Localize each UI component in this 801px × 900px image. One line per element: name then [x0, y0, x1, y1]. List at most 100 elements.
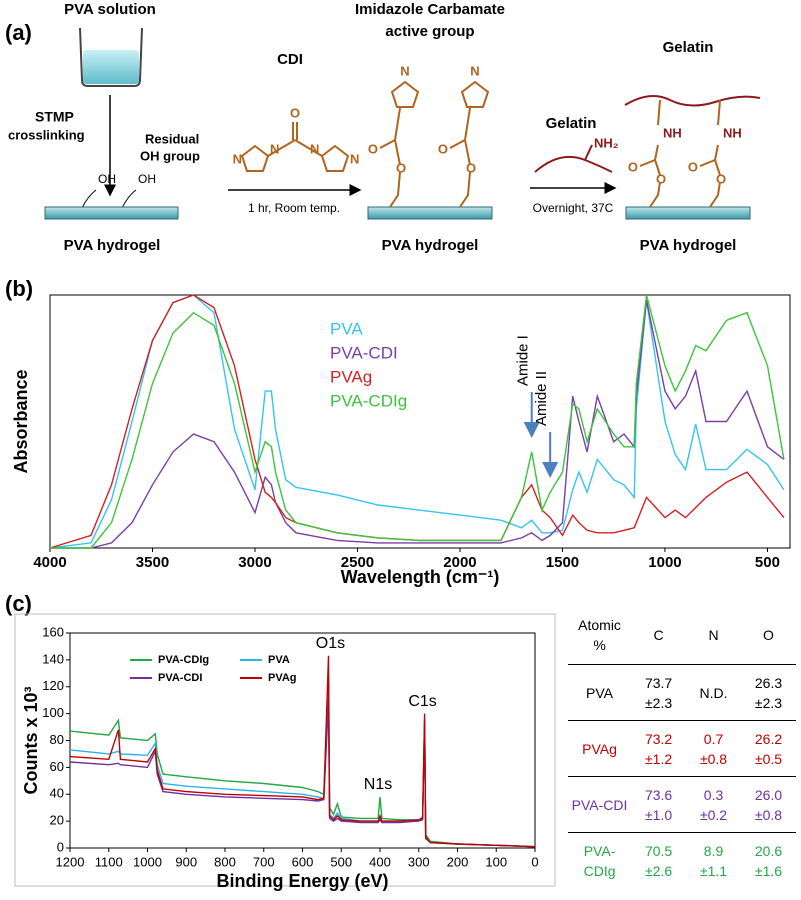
- x-tick-label: 1500: [546, 554, 579, 571]
- gelatin-link: [639, 99, 721, 208]
- series-line: [69, 655, 536, 848]
- gelatin-chain: [624, 95, 761, 107]
- atom: N: [470, 63, 479, 78]
- cell: 26.0 ±0.8: [741, 776, 796, 833]
- cell-error: ±2.3: [644, 694, 673, 711]
- label: OH: [98, 172, 116, 186]
- hydrogel: [625, 206, 751, 220]
- plot-frame: [69, 632, 536, 849]
- x-tick-label: 300: [408, 854, 430, 869]
- shape: [390, 80, 420, 108]
- x-tick-label: 200: [447, 854, 469, 869]
- atom: O: [396, 160, 406, 175]
- cell-value: 73.7: [644, 674, 673, 691]
- y-tick-label: 140: [42, 651, 64, 666]
- x-tick-label: 900: [175, 854, 197, 869]
- x-tick-label: 1100: [95, 854, 123, 869]
- cell-error: ±2.6: [644, 862, 673, 879]
- label: active group: [385, 23, 474, 40]
- series-line: [49, 294, 785, 549]
- label: Gelatin: [546, 115, 597, 132]
- x-axis-label: Wavelength (cm⁻¹): [341, 567, 500, 587]
- label: Overnight, 37C: [533, 201, 614, 215]
- y-tick-label: 80: [50, 732, 64, 747]
- atom: O: [438, 141, 448, 156]
- x-tick-label: 0: [531, 854, 538, 869]
- x-tick-label: 4000: [33, 554, 66, 571]
- cell: 0.7 ±0.8: [686, 720, 741, 777]
- atom: O: [656, 171, 666, 186]
- x-tick-label: 1000: [133, 854, 162, 869]
- legend-label: PVA: [268, 654, 290, 666]
- table-header: Atomic % C N O: [568, 606, 796, 665]
- atom: O: [688, 159, 698, 174]
- y-tick-label: 20: [50, 813, 64, 828]
- atom: N: [310, 141, 319, 156]
- cell-error: ±0.8: [754, 806, 783, 823]
- cell-error: ±0.8: [699, 750, 728, 767]
- cell: 73.2 ±1.2: [631, 720, 687, 777]
- cell: 20.6 ±1.6: [741, 832, 796, 888]
- cell-value: 20.6: [754, 842, 783, 859]
- shape: [240, 144, 270, 172]
- peak-label: N1s: [364, 776, 392, 793]
- legend-label: PVAg: [330, 367, 372, 386]
- shape: [639, 144, 661, 208]
- cell: 26.2 ±0.5: [741, 720, 796, 777]
- x-tick-label: 1000: [648, 554, 681, 571]
- series-line: [69, 679, 536, 848]
- label: Imidazole Carbamate: [355, 1, 505, 18]
- shape: [267, 139, 296, 157]
- panel-label: (c): [5, 591, 32, 616]
- label: Gelatin: [663, 39, 714, 56]
- carbamate-structure: [379, 80, 490, 208]
- y-tick-label: 160: [42, 624, 64, 639]
- table-row: PVAg 73.2 ±1.2 0.7 ±0.8 26.2 ±0.5: [568, 720, 796, 777]
- panel-frame: [14, 613, 556, 887]
- label: PVA hydrogel: [64, 237, 161, 254]
- x-tick-label: 800: [214, 854, 236, 869]
- series-line: [50, 299, 785, 549]
- shape: [460, 80, 490, 108]
- atom: N: [350, 151, 359, 166]
- series-line: [69, 700, 536, 848]
- hydrogel: [44, 206, 179, 220]
- cell-value: 8.9: [703, 842, 724, 859]
- atom: NH: [723, 125, 742, 140]
- beaker: [79, 27, 143, 87]
- atom: N: [270, 141, 279, 156]
- cell: 73.6 ±1.0: [631, 776, 687, 833]
- row-name: PVA: [568, 664, 632, 721]
- column-header: Atomic %: [578, 617, 621, 653]
- cell: 73.7 ±2.3: [631, 664, 687, 721]
- cell-error: ±1.0: [644, 806, 673, 823]
- x-tick-label: 3500: [136, 554, 169, 571]
- x-tick-label: 500: [330, 854, 352, 869]
- y-tick-label: 60: [50, 759, 64, 774]
- atomic-table: Atomic % C N O PVA 73.7 ±2.3 N.D. 26.3 ±2.3 PVAg 73…: [568, 606, 796, 888]
- atom: N: [400, 63, 409, 78]
- series-line: [50, 294, 785, 549]
- x-tick-label: 600: [292, 854, 314, 869]
- hydrogel: [367, 206, 493, 220]
- row-name: PVA-CDIg: [568, 832, 632, 888]
- row-name: PVA-CDI: [568, 776, 632, 833]
- label: OH group: [140, 148, 200, 163]
- x-tick-label: 1200: [56, 854, 85, 869]
- legend-label: PVAg: [268, 672, 297, 684]
- cell-value: 26.3: [754, 674, 783, 691]
- y-tick-label: 0: [57, 839, 64, 854]
- atom: O: [466, 160, 476, 175]
- shape: [657, 99, 721, 126]
- x-tick-label: 400: [369, 854, 391, 869]
- label: 1 hr, Room temp.: [248, 201, 340, 215]
- shape: [699, 144, 721, 208]
- atom: NH₂: [594, 135, 619, 150]
- label: PVA solution: [64, 1, 156, 18]
- column-header: O: [763, 627, 774, 643]
- y-axis-label: Absorbance: [11, 369, 31, 473]
- cell-value: 0.3: [703, 786, 724, 803]
- x-tick-label: 100: [485, 854, 507, 869]
- cell-value: 70.5: [644, 842, 673, 859]
